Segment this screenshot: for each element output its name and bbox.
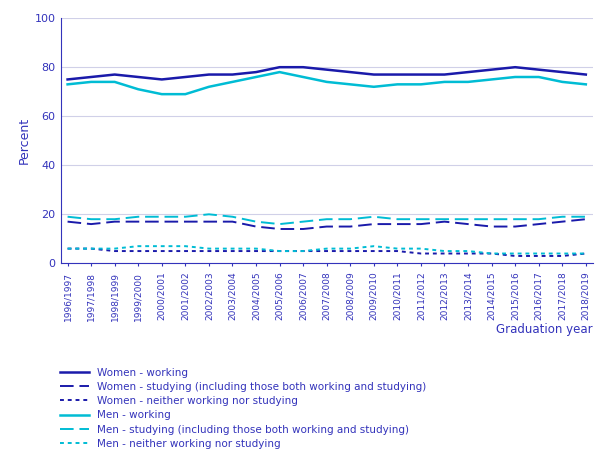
Y-axis label: Percent: Percent <box>18 117 30 164</box>
Legend: Women - working, Women - studying (including those both working and studying), W: Women - working, Women - studying (inclu… <box>60 368 427 449</box>
X-axis label: Graduation year: Graduation year <box>496 323 593 336</box>
